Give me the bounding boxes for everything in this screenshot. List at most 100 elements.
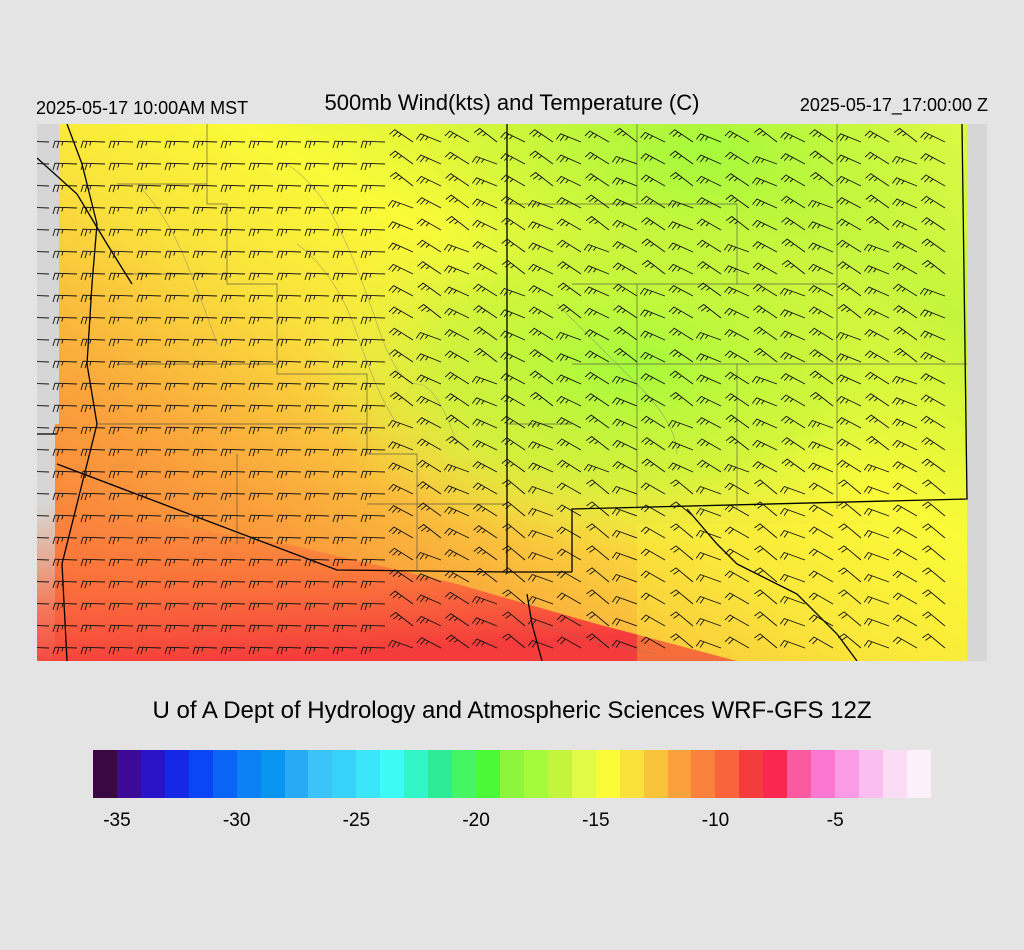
wind-barb bbox=[611, 617, 638, 627]
wind-barb bbox=[780, 131, 806, 143]
wind-barb bbox=[473, 347, 498, 363]
wind-barb bbox=[780, 330, 806, 341]
wind-barb bbox=[779, 507, 806, 517]
wind-barb bbox=[360, 492, 386, 501]
wind-barb bbox=[417, 502, 442, 517]
wind-barb bbox=[836, 374, 862, 385]
wind-barb bbox=[892, 548, 918, 561]
wind-barb bbox=[892, 636, 918, 649]
wind-barb bbox=[751, 375, 778, 385]
wind-barb bbox=[37, 515, 50, 517]
wind-barb bbox=[80, 448, 106, 457]
wind-barbs bbox=[37, 127, 946, 655]
wind-barb bbox=[276, 558, 302, 567]
wind-barb bbox=[360, 272, 386, 281]
wind-barb bbox=[276, 404, 302, 413]
wind-barb bbox=[836, 175, 862, 187]
wind-barb bbox=[780, 351, 806, 363]
wind-barb bbox=[556, 570, 582, 583]
wind-barb bbox=[502, 611, 526, 627]
wind-barb bbox=[443, 463, 470, 473]
wind-barb bbox=[360, 448, 386, 457]
wind-barb bbox=[80, 492, 106, 501]
wind-barb bbox=[528, 221, 554, 231]
wind-barb bbox=[332, 448, 358, 457]
wind-barb bbox=[360, 184, 386, 193]
wind-barb bbox=[388, 285, 414, 297]
wind-barb bbox=[136, 338, 162, 347]
wind-barb bbox=[838, 545, 862, 561]
wind-barb bbox=[808, 482, 834, 495]
wind-barb bbox=[471, 595, 498, 605]
wind-barb bbox=[696, 374, 722, 385]
wind-barb bbox=[37, 361, 50, 363]
wind-barb bbox=[389, 150, 414, 165]
wind-barb bbox=[52, 602, 78, 611]
wind-barb bbox=[445, 215, 470, 231]
wind-barb bbox=[754, 567, 778, 583]
wind-barb bbox=[695, 331, 722, 341]
wind-barb bbox=[276, 272, 302, 281]
wind-barb bbox=[584, 307, 610, 319]
wind-barb bbox=[500, 373, 526, 385]
wind-barb bbox=[108, 140, 134, 149]
wind-barb bbox=[332, 580, 358, 589]
wind-barb bbox=[752, 219, 778, 231]
wind-barb bbox=[808, 570, 834, 583]
wind-barb bbox=[389, 611, 414, 627]
wind-barb bbox=[108, 470, 134, 479]
wind-barb bbox=[445, 634, 470, 649]
wind-barb bbox=[472, 482, 498, 495]
wind-barb bbox=[360, 624, 386, 633]
wind-barb bbox=[639, 287, 666, 297]
wind-barb bbox=[80, 316, 106, 325]
wind-barb bbox=[388, 441, 414, 451]
wind-barb bbox=[500, 174, 526, 187]
wind-barb bbox=[304, 184, 330, 193]
wind-barb bbox=[360, 646, 386, 655]
wind-barb bbox=[836, 239, 862, 253]
wind-barb bbox=[416, 417, 442, 429]
wind-barb bbox=[332, 404, 358, 413]
wind-barb bbox=[472, 219, 498, 231]
wind-barb bbox=[108, 250, 134, 259]
wind-barb bbox=[892, 439, 918, 451]
wind-barb bbox=[220, 426, 246, 435]
wind-barb bbox=[80, 514, 106, 523]
wind-barb bbox=[752, 177, 778, 187]
wind-barb bbox=[248, 382, 274, 391]
wind-barb bbox=[220, 272, 246, 281]
temperature-wind-map bbox=[37, 124, 987, 661]
wind-barb bbox=[416, 637, 442, 649]
wind-barb bbox=[695, 595, 722, 605]
wind-barb bbox=[360, 580, 386, 589]
wind-barb bbox=[108, 382, 134, 391]
wind-barb bbox=[612, 418, 638, 429]
wind-barb bbox=[220, 602, 246, 611]
wind-barb bbox=[444, 506, 470, 517]
wind-barb bbox=[80, 250, 106, 259]
wind-barb bbox=[723, 243, 750, 253]
wind-barb bbox=[332, 162, 358, 171]
wind-barb bbox=[388, 306, 414, 319]
wind-barb bbox=[445, 613, 470, 627]
wind-barb bbox=[136, 646, 162, 655]
wind-barb bbox=[724, 286, 750, 297]
wind-barb bbox=[37, 273, 50, 275]
wind-barb bbox=[37, 603, 50, 605]
wind-barb bbox=[416, 175, 442, 187]
wind-barb bbox=[304, 206, 330, 215]
wind-barb bbox=[891, 375, 918, 385]
wind-barb bbox=[920, 373, 946, 385]
wind-barb bbox=[640, 131, 666, 143]
wind-barb bbox=[809, 370, 834, 385]
wind-barb bbox=[192, 228, 218, 237]
wind-barb bbox=[332, 338, 358, 347]
wind-barb bbox=[248, 294, 274, 303]
wind-barb bbox=[360, 602, 386, 611]
wind-barb bbox=[640, 504, 666, 517]
wind-barb bbox=[640, 636, 666, 649]
wind-barb bbox=[838, 611, 862, 627]
wind-barb bbox=[781, 458, 806, 473]
wind-barb bbox=[416, 573, 442, 583]
